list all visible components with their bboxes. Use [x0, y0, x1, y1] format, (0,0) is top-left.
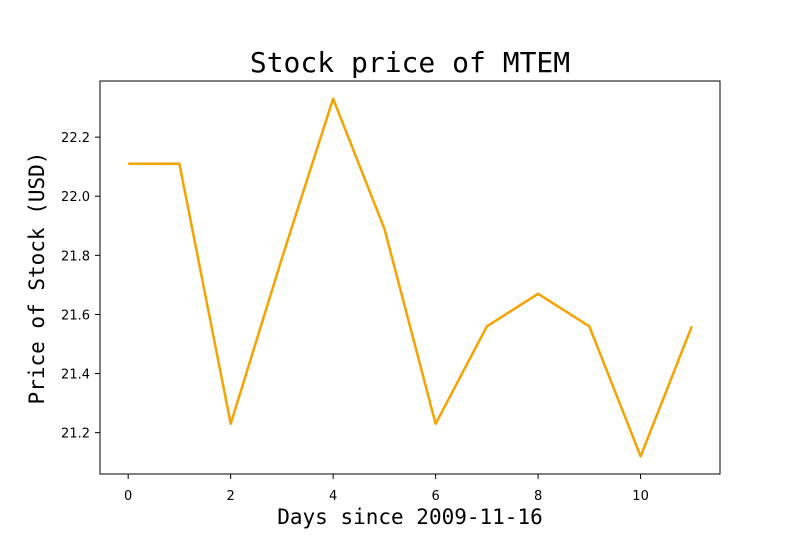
y-tick-label: 21.6	[61, 308, 90, 323]
x-tick-label: 2	[227, 489, 235, 504]
y-axis: 21.2 21.4 21.6 21.8 22.0 22.2	[61, 131, 100, 442]
series-line	[128, 97, 693, 458]
y-tick-label: 21.2	[61, 427, 90, 442]
y-tick-label: 21.4	[61, 368, 90, 383]
x-tick-label: 8	[534, 489, 542, 504]
y-tick-label: 22.2	[61, 131, 90, 146]
x-tick-label: 0	[124, 489, 132, 504]
x-axis: 0 2 4 6 8 10	[124, 474, 649, 504]
x-tick-label: 6	[431, 489, 439, 504]
y-tick-label: 21.8	[61, 249, 90, 264]
series-layer	[128, 97, 693, 458]
y-axis-label: Price of Stock (USD)	[25, 152, 49, 405]
chart-title: Stock price of MTEM	[250, 46, 570, 79]
y-tick-label: 22.0	[61, 190, 90, 205]
plot-area	[99, 80, 721, 475]
x-tick-label: 10	[632, 489, 649, 504]
x-axis-label: Days since 2009-11-16	[277, 505, 543, 529]
x-tick-label: 4	[329, 489, 337, 504]
